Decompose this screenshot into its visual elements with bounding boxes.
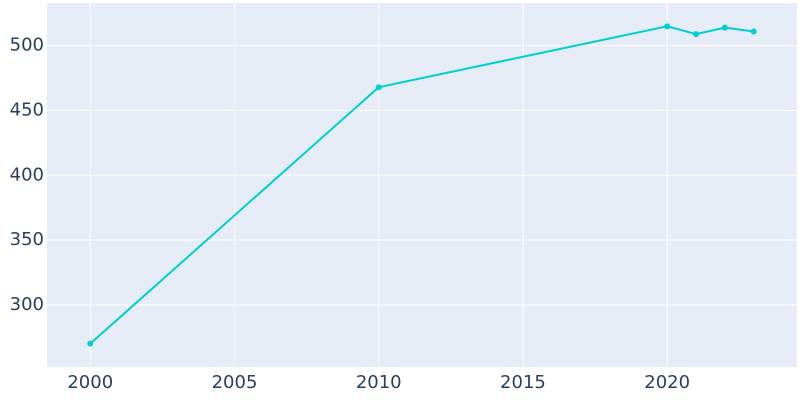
y-tick-label: 300 [10,294,44,315]
y-tick-label: 400 [10,164,44,185]
y-tick-label: 450 [10,100,44,121]
point [693,31,700,38]
x-tick-label: 2010 [356,372,402,393]
point [375,84,382,91]
x-tick-label: 2000 [67,372,113,393]
x-tick-label: 2015 [500,372,546,393]
line [89,25,754,345]
plot-area [47,3,797,367]
y-tick-label: 500 [10,35,44,56]
point [750,28,757,35]
x-tick-label: 2005 [212,372,258,393]
point [721,24,728,31]
y-tick-label: 350 [10,229,44,250]
point [87,340,94,347]
point [664,23,671,30]
x-tick-label: 2020 [644,372,690,393]
